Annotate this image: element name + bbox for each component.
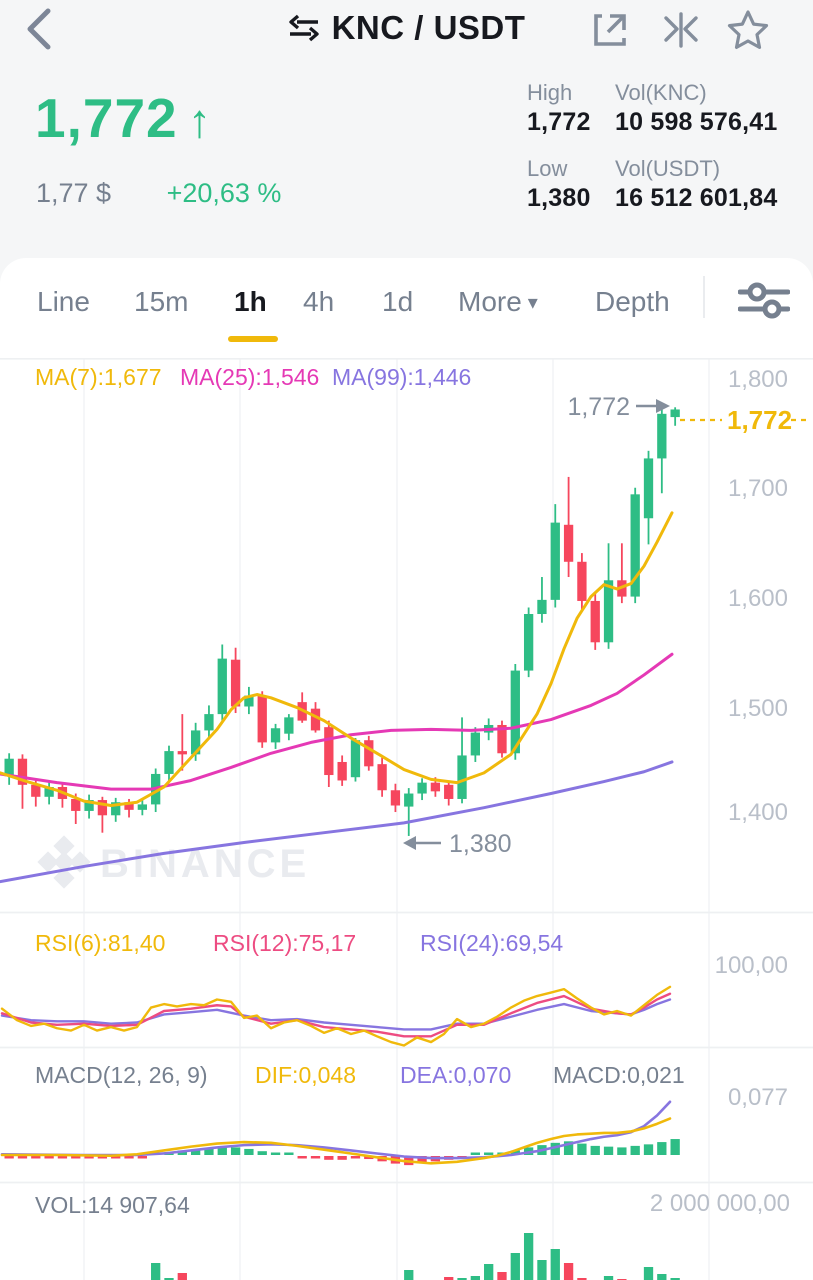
vol-label: VOL:14 907,64: [35, 1192, 190, 1218]
current-price-tag: 1,772: [680, 405, 811, 435]
chart-settings-icon[interactable]: [738, 280, 790, 320]
svg-text:1,772: 1,772: [727, 405, 792, 435]
svg-text:1,380: 1,380: [449, 830, 512, 858]
ma99-line: [0, 760, 674, 884]
candlestick-chart[interactable]: BINANCE MA(7):1,677 MA(25):1,546 MA(99):1,4…: [0, 358, 813, 1280]
svg-text:DEA:0,070: DEA:0,070: [400, 1062, 511, 1088]
swap-icon: [288, 14, 319, 42]
svg-text:MA(7):1,677: MA(7):1,677: [35, 364, 162, 390]
svg-text:1,400: 1,400: [728, 799, 788, 826]
vol-base-value: 10 598 576,41: [615, 108, 778, 136]
candles: [4, 407, 680, 836]
svg-text:DIF:0,048: DIF:0,048: [255, 1062, 356, 1088]
svg-text:MACD(12, 26, 9): MACD(12, 26, 9): [35, 1062, 208, 1088]
ma7-line: [0, 511, 674, 807]
svg-text:MACD:0,021: MACD:0,021: [553, 1062, 685, 1088]
rsi-labels: RSI(6):81,40 RSI(12):75,17 RSI(24):69,54: [35, 930, 563, 956]
price-subline: 1,77 $ +20,63 %: [36, 178, 456, 209]
binance-watermark: BINANCE: [37, 835, 306, 889]
converge-icon[interactable]: [658, 8, 702, 52]
svg-text:MA(25):1,546: MA(25):1,546: [180, 364, 319, 390]
low-label: Low: [527, 156, 568, 181]
svg-text:1,800: 1,800: [728, 366, 788, 393]
last-price: 1,772 ↑: [35, 86, 212, 150]
pair-title-wrap[interactable]: KNC / USDT: [0, 0, 813, 56]
tab-1d[interactable]: 1d: [382, 286, 414, 317]
header: KNC / USDT: [0, 0, 813, 60]
tabs-divider: [703, 276, 705, 318]
high-label: High: [527, 80, 573, 105]
vol-base-label: Vol(KNC): [615, 80, 707, 105]
ma25-line: [0, 652, 674, 791]
interval-tabs: Line 15m 1h 4h 1d More ▾ Depth: [0, 258, 813, 358]
tab-depth[interactable]: Depth: [595, 286, 670, 317]
vol-quote-label: Vol(USDT): [615, 156, 721, 181]
svg-text:RSI(12):75,17: RSI(12):75,17: [213, 930, 356, 956]
rsi6-line: [0, 985, 672, 1047]
dea-line: [0, 1100, 672, 1160]
svg-text:2 000 000,00: 2 000 000,00: [650, 1190, 790, 1217]
share-icon[interactable]: [588, 8, 632, 52]
svg-text:1,500: 1,500: [728, 695, 788, 722]
chart-gridlines: [0, 358, 813, 1280]
star-icon[interactable]: [726, 8, 770, 52]
chevron-down-icon: ▾: [527, 292, 538, 314]
vol-quote-value: 16 512 601,84: [615, 184, 778, 212]
last-price-value: 1,772: [35, 87, 178, 149]
tab-1h[interactable]: 1h: [234, 286, 267, 317]
back-button[interactable]: [18, 4, 62, 54]
tab-15m[interactable]: 15m: [134, 286, 189, 317]
svg-text:1,700: 1,700: [728, 475, 788, 502]
low-value: 1,380: [527, 184, 591, 212]
tab-line[interactable]: Line: [37, 286, 90, 317]
svg-text:1,772: 1,772: [567, 393, 630, 421]
ma-labels: MA(7):1,677 MA(25):1,546 MA(99):1,446: [35, 364, 471, 390]
price-up-arrow: ↑: [187, 94, 213, 147]
more-label: More: [458, 286, 522, 317]
fiat-price: 1,77 $: [36, 178, 112, 208]
tab-4h[interactable]: 4h: [303, 286, 335, 317]
svg-text:MA(99):1,446: MA(99):1,446: [332, 364, 471, 390]
price-change-percent: +20,63 %: [166, 178, 282, 208]
macd-labels: MACD(12, 26, 9) DIF:0,048 DEA:0,070 MACD:0,…: [35, 1062, 685, 1088]
svg-text:0,077: 0,077: [728, 1084, 788, 1111]
svg-text:RSI(24):69,54: RSI(24):69,54: [420, 930, 563, 956]
svg-text:1,600: 1,600: [728, 585, 788, 612]
dif-line: [0, 1117, 672, 1165]
active-tab-underline: [228, 336, 278, 342]
svg-text:RSI(6):81,40: RSI(6):81,40: [35, 930, 165, 956]
high-low-annotations: 1,772 1,380: [403, 393, 670, 858]
volume-bars: VOL:14 907,64: [35, 1192, 680, 1280]
high-value: 1,772: [527, 108, 591, 136]
svg-text:100,00: 100,00: [715, 952, 788, 979]
pair-title: KNC / USDT: [331, 9, 526, 46]
y-axis-labels: 1,800 1,700 1,600 1,500 1,400 100,00 0,077 2 00…: [650, 366, 790, 1217]
tab-more[interactable]: More ▾: [458, 286, 538, 318]
rsi12-line: [0, 992, 672, 1038]
